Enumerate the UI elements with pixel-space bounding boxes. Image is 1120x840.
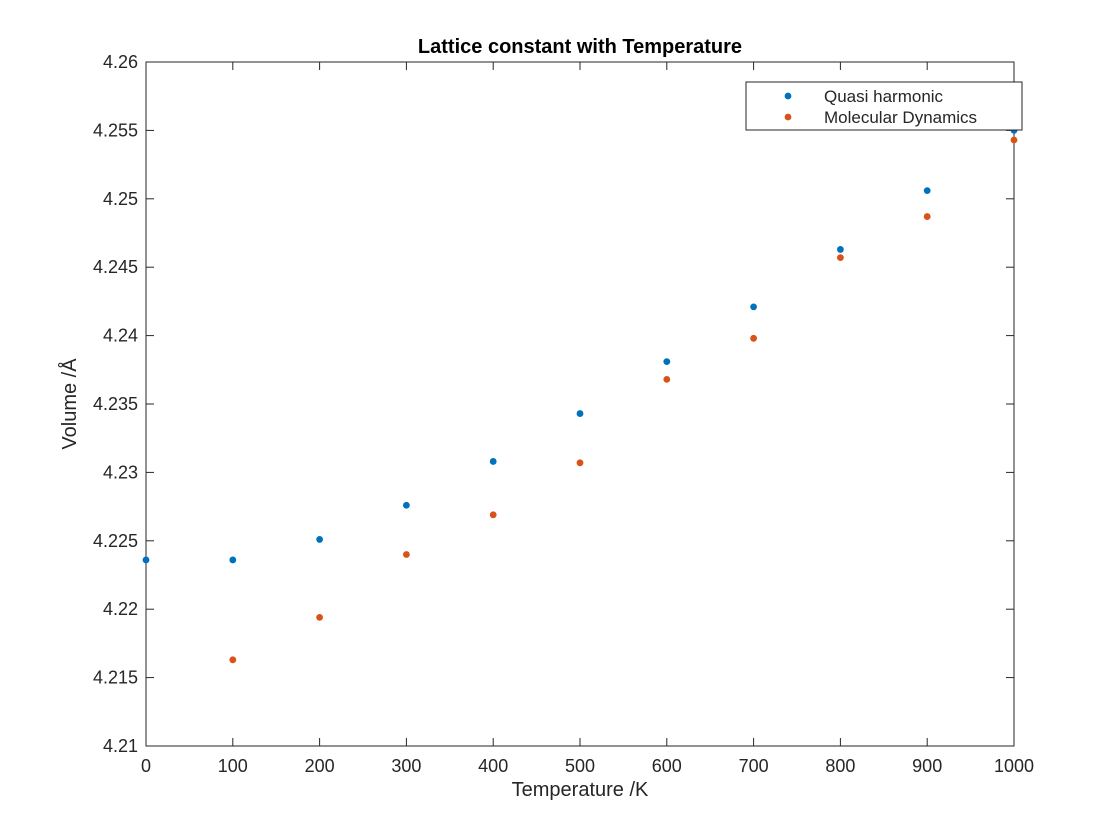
- y-tick-label: 4.22: [103, 599, 138, 619]
- legend-entry: Quasi harmonic: [824, 87, 944, 106]
- legend-marker: [784, 113, 792, 121]
- data-point: [663, 358, 671, 365]
- y-tick-label: 4.24: [103, 326, 138, 346]
- legend: Quasi harmonic Molecular Dynamics: [745, 81, 1023, 131]
- data-point: [403, 551, 410, 558]
- data-point: [837, 246, 844, 253]
- x-tick-label: 0: [141, 756, 151, 776]
- y-tick-label: 4.235: [93, 394, 138, 414]
- x-tick-label: 600: [652, 756, 682, 776]
- y-tick-label: 4.25: [103, 189, 138, 209]
- data-point: [663, 375, 671, 383]
- series-molecular-dynamics: [229, 136, 1018, 664]
- chart-title: Lattice constant with Temperature: [418, 36, 742, 58]
- y-tick-label: 4.225: [93, 531, 138, 551]
- legend-entry: Molecular Dynamics: [824, 108, 977, 127]
- x-tick-label: 300: [391, 756, 421, 776]
- x-axis-label: Temperature /K: [512, 779, 649, 801]
- data-point: [316, 536, 323, 543]
- x-tick-label: 700: [739, 756, 769, 776]
- y-tick-label: 4.255: [93, 120, 138, 140]
- data-point: [750, 303, 757, 311]
- data-point: [576, 459, 584, 467]
- x-tick-label: 800: [825, 756, 855, 776]
- data-point: [837, 254, 844, 262]
- y-tick-label: 4.215: [93, 668, 138, 688]
- y-axis-label: Volume /Å: [58, 358, 81, 450]
- x-tick-label: 200: [305, 756, 335, 776]
- x-tick-label: 500: [565, 756, 595, 776]
- data-points: [142, 126, 1018, 664]
- legend-marker: [784, 92, 792, 100]
- data-point: [923, 187, 931, 194]
- data-point: [229, 656, 237, 664]
- plot-area-box: [145, 61, 1015, 747]
- data-point: [923, 213, 931, 220]
- data-point: [1010, 136, 1018, 144]
- data-point: [316, 614, 323, 621]
- data-point: [403, 501, 410, 509]
- data-point: [142, 556, 150, 564]
- axes: 0 100 200 300 400 500 600 700 800 900 1000 4.21 4.21…: [93, 52, 1034, 776]
- x-tick-label: 400: [478, 756, 508, 776]
- y-tick-label: 4.23: [103, 462, 138, 482]
- x-tick-label: 100: [218, 756, 248, 776]
- x-tick-label: 900: [912, 756, 942, 776]
- data-point: [489, 511, 497, 519]
- data-point: [750, 334, 757, 342]
- y-tick-label: 4.21: [103, 736, 138, 756]
- legend-box: [745, 81, 1023, 131]
- y-tick-label: 4.26: [103, 52, 138, 72]
- data-point: [229, 556, 237, 564]
- x-tick-label: 1000: [994, 756, 1034, 776]
- data-point: [489, 458, 497, 465]
- data-point: [576, 410, 584, 417]
- y-tick-label: 4.245: [93, 257, 138, 277]
